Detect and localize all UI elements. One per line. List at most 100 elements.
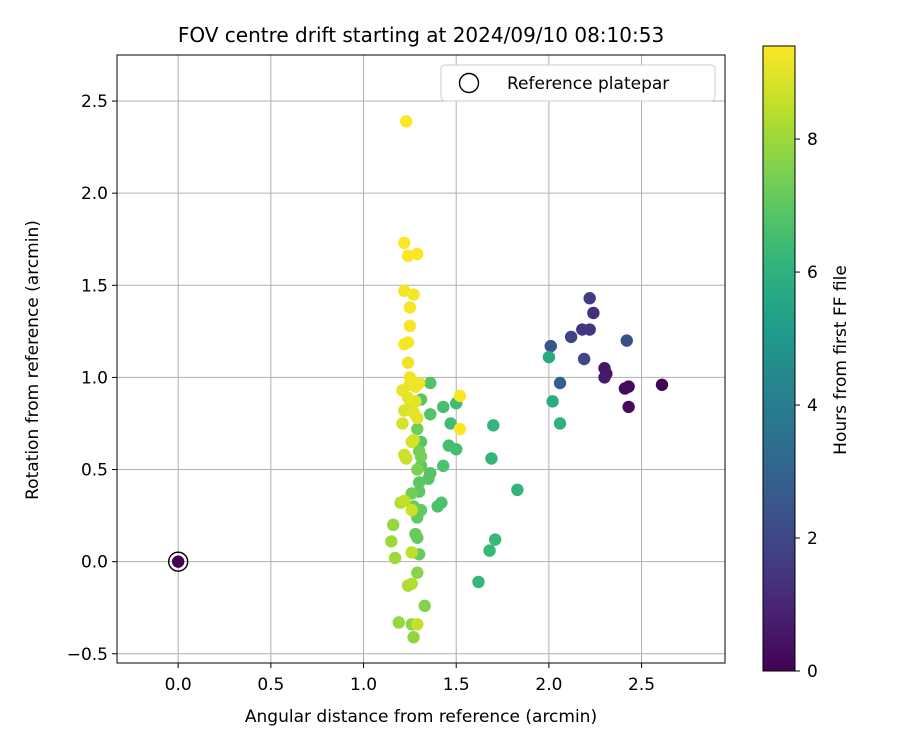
data-point (618, 382, 632, 395)
colorbar-gradient (762, 45, 796, 672)
data-point (401, 356, 415, 369)
reference-point (171, 555, 185, 568)
data-point (405, 503, 418, 517)
data-point (401, 336, 415, 349)
data-point (577, 352, 591, 366)
y-tick-label: 0.5 (81, 461, 108, 481)
colorbar-tick-label: 0 (807, 662, 818, 682)
data-point (411, 411, 424, 425)
y-axis-label: Rotation from reference (arcmin) (23, 220, 43, 500)
y-tick-label: 1.5 (81, 276, 108, 296)
data-point (411, 247, 424, 261)
data-point (622, 400, 635, 414)
data-point (412, 476, 426, 489)
plot-frame (116, 54, 726, 664)
y-tick-label: −0.5 (67, 645, 108, 665)
data-point (553, 417, 567, 430)
data-point (418, 599, 431, 613)
y-tick-label: 1.0 (81, 368, 108, 388)
colorbar-tick-label: 6 (807, 263, 818, 283)
data-point (409, 527, 422, 541)
data-point (424, 376, 437, 390)
data-point (546, 395, 559, 408)
data-point (453, 389, 467, 403)
legend-marker-circle-icon (458, 72, 480, 94)
data-point (553, 376, 567, 390)
colorbar-tick-label: 8 (807, 130, 818, 150)
legend-box (440, 64, 716, 102)
x-tick-label: 1.5 (443, 675, 470, 695)
reference-marker-ring (167, 551, 189, 572)
data-point (411, 566, 424, 579)
data-point (411, 463, 424, 476)
legend-entry-reference-platepar: Reference platepar (507, 74, 669, 94)
data-point (583, 292, 596, 305)
data-point (398, 494, 411, 508)
data-point (488, 533, 502, 546)
data-point (598, 362, 611, 375)
data-point (403, 319, 417, 333)
data-point (442, 439, 456, 452)
data-point (542, 350, 556, 364)
data-point (386, 518, 400, 532)
y-ticks: −0.5 0.0 0.5 1.0 1.5 2.0 2.5 (67, 92, 117, 665)
data-point (399, 115, 413, 128)
x-tick-label: 1.0 (350, 675, 377, 695)
colorbar-tick-label: 4 (807, 396, 818, 416)
reference-marker-group (167, 551, 189, 572)
data-point (655, 378, 669, 391)
data-point (405, 546, 418, 559)
y-tick-label: 2.0 (81, 184, 108, 204)
data-point (398, 236, 411, 250)
chart-title: FOV centre drift starting at 2024/09/10 … (178, 23, 664, 47)
colorbar: 0 2 4 6 8 Hours from first FF file (762, 45, 851, 682)
data-point (431, 500, 444, 513)
data-point (437, 459, 450, 473)
data-point (396, 417, 409, 430)
data-points (385, 115, 669, 644)
legend: Reference platepar (440, 64, 716, 102)
colorbar-ticks: 0 2 4 6 8 (795, 130, 818, 682)
colorbar-tick-label: 2 (807, 529, 818, 549)
x-tick-label: 2.5 (628, 675, 655, 695)
data-point (403, 301, 417, 314)
data-point (412, 376, 426, 390)
data-point (472, 575, 485, 589)
x-tick-label: 0.0 (165, 675, 192, 695)
data-point (398, 284, 411, 298)
data-point (403, 371, 417, 384)
data-point (453, 422, 467, 436)
y-tick-label: 0.0 (81, 553, 108, 573)
data-point (576, 323, 589, 336)
data-point (437, 400, 450, 414)
data-point (398, 448, 411, 462)
data-point (587, 306, 600, 320)
data-point (392, 616, 405, 629)
data-point (485, 452, 498, 465)
data-point (401, 249, 415, 263)
data-point (405, 577, 418, 590)
colorbar-label: Hours from first FF file (831, 265, 851, 455)
data-point (620, 334, 633, 347)
data-point (385, 535, 398, 548)
data-point (564, 330, 578, 344)
data-point (414, 450, 428, 463)
data-point (411, 618, 424, 631)
data-point (388, 551, 402, 565)
data-point (511, 483, 524, 497)
x-tick-label: 2.0 (535, 675, 562, 695)
x-axis-label: Angular distance from reference (arcmin) (245, 707, 597, 727)
data-point (424, 408, 437, 421)
y-tick-label: 2.5 (81, 92, 108, 112)
data-point (444, 417, 457, 430)
data-point (411, 422, 424, 436)
x-tick-label: 0.5 (257, 675, 284, 695)
data-point (487, 419, 500, 432)
data-point (598, 371, 611, 384)
x-ticks: 0.0 0.5 1.0 1.5 2.0 2.5 (165, 663, 655, 695)
data-point (407, 631, 420, 644)
data-point (407, 433, 420, 447)
